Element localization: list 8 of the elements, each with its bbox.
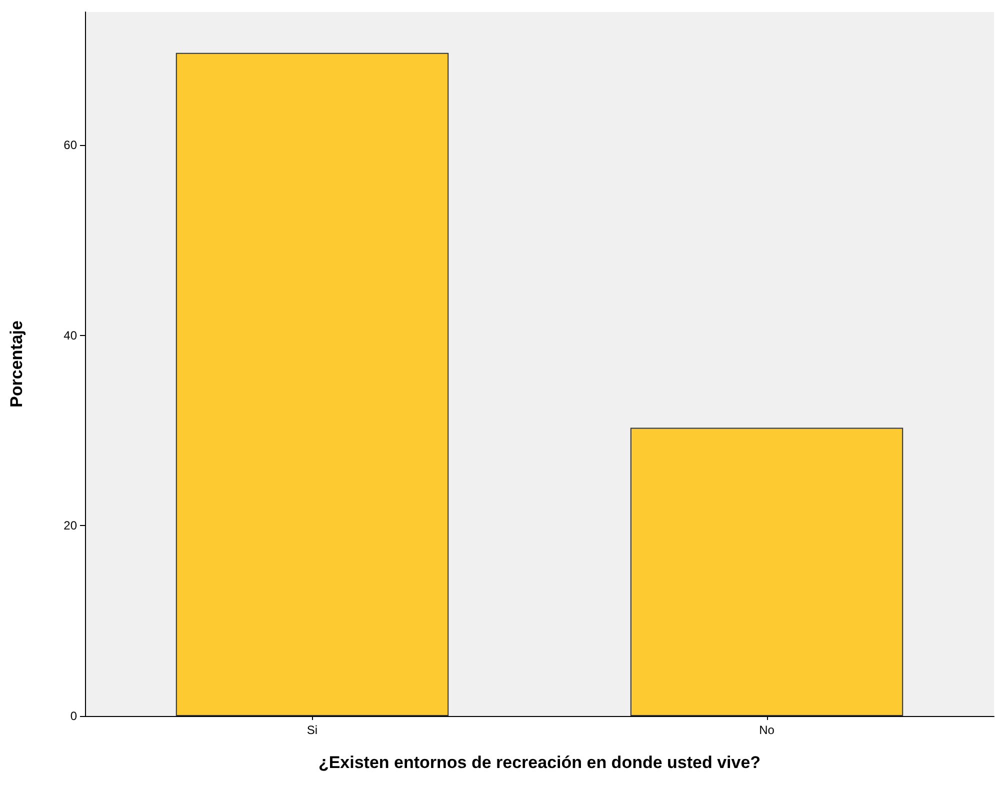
- y-tick-label: 0: [70, 709, 78, 723]
- y-tick-label: 20: [64, 518, 78, 533]
- x-tick-label: Si: [306, 723, 318, 737]
- x-tick-label: No: [759, 723, 775, 737]
- y-axis-title: Porcentaje: [7, 320, 26, 408]
- x-axis-title: ¿Existen entornos de recreación en donde usted vive?: [318, 753, 761, 772]
- y-tick-label: 60: [64, 138, 78, 152]
- y-tick-label: 40: [64, 328, 78, 342]
